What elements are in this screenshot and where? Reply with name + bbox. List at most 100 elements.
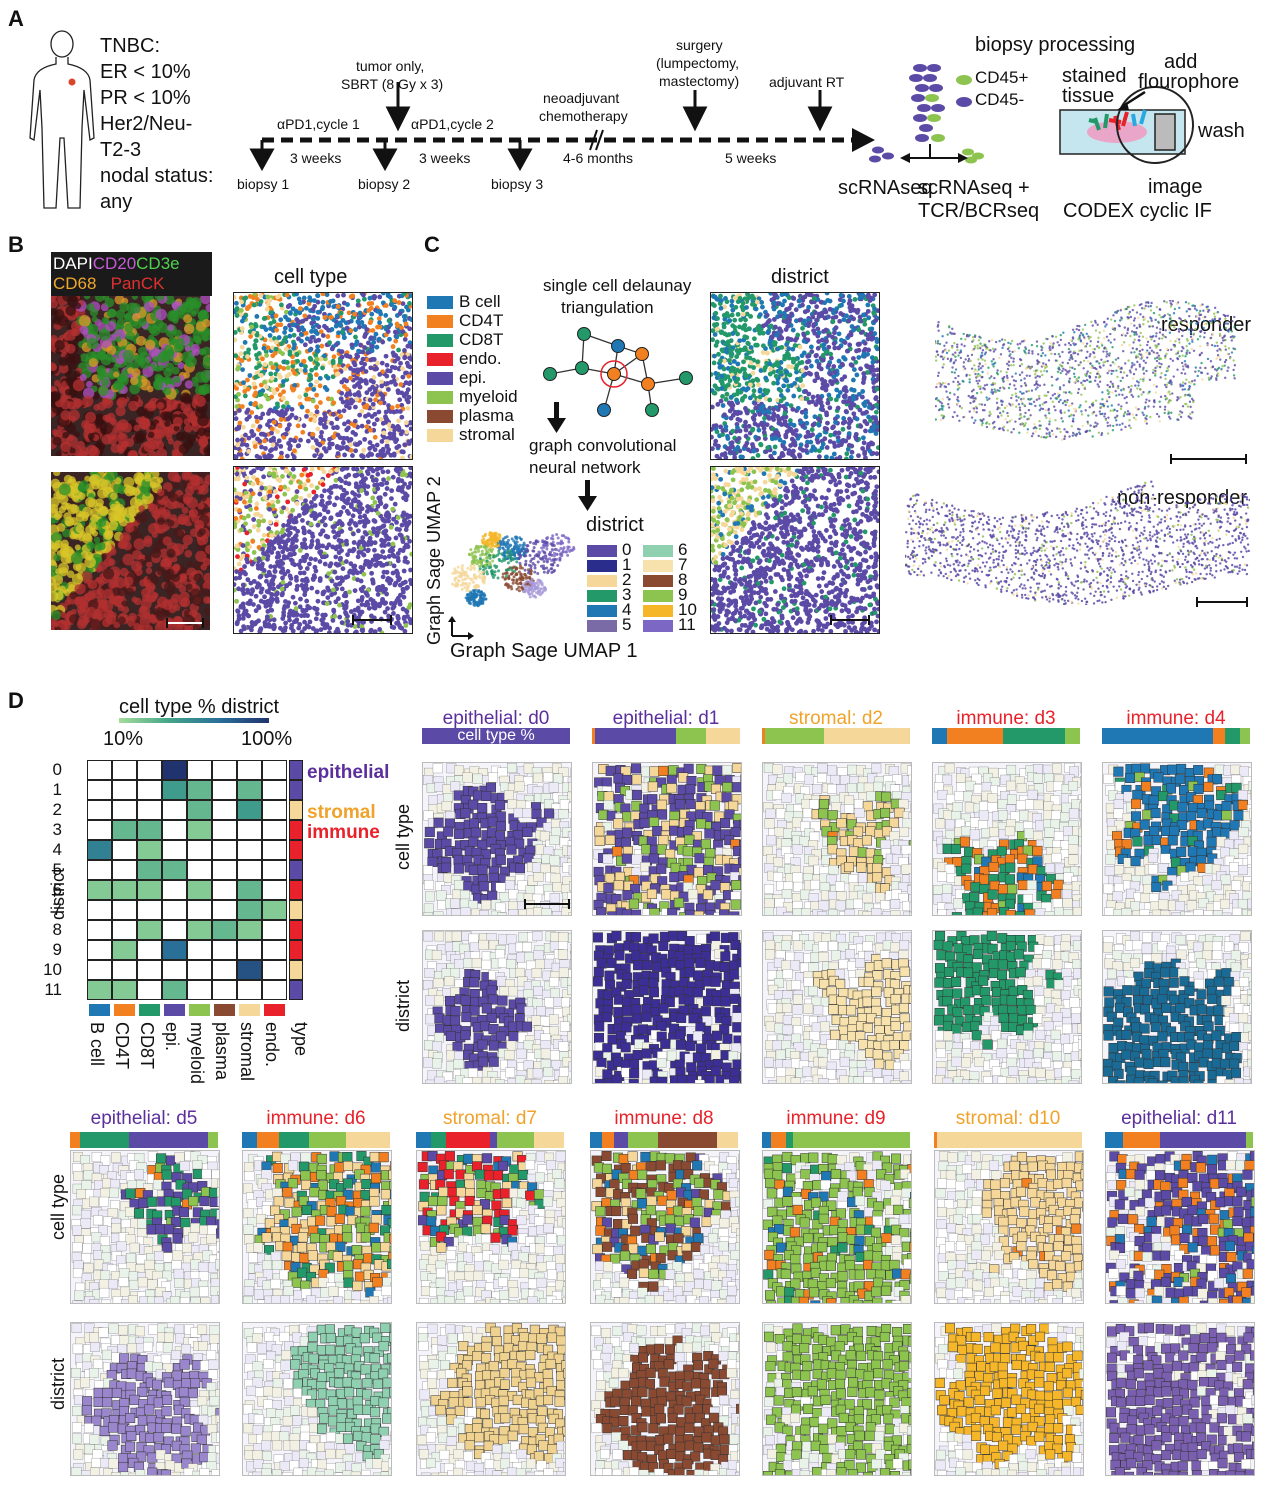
composition-segment [1213,728,1225,744]
heatmap-column-label: stromal [237,1022,257,1082]
heatmap-cell [262,860,287,880]
celltype-scatter-nonresponder [233,466,413,634]
umap-y-label: Graph Sage UMAP 2 [424,476,444,645]
heatmap-column-swatches [87,1004,287,1020]
heatmap-cell [212,760,237,780]
scrnaseq-tcr-line1: scRNAseq + [918,177,1030,199]
heatmap-cell [237,840,262,860]
cell-type-composition-bar [932,728,1080,744]
chemotherapy-label: chemotherapy [539,108,628,124]
scrnaseq-label: scRNAseq [838,177,933,199]
heatmap-cell [162,960,187,980]
heatmap-colorbar [119,718,269,723]
district-map-tile [590,1322,740,1476]
heatmap-cell [212,960,237,980]
composition-segment [762,728,765,744]
legend-myeloid: myeloid [427,387,518,406]
composition-segment [764,728,825,744]
heatmap-cell [137,760,162,780]
district-scatter-nonresponder [710,466,880,634]
composition-segment [594,728,677,744]
heatmap-cell [262,920,287,940]
composition-segment [785,1132,794,1148]
biopsy1-label: biopsy 1 [237,176,290,192]
delaunay-line1: single cell delaunay [543,276,692,295]
heatmap-cell [87,940,112,960]
heatmap-cell [262,780,287,800]
heatmap-cell [187,980,212,1000]
district-type-swatch [289,880,303,900]
panel-label-a: A [8,6,24,31]
composition-segment [936,1132,1082,1148]
heatmap-cell [262,980,287,1000]
heatmap-cell [237,960,262,980]
district-map-tile [934,1322,1084,1476]
heatmap-cell [112,940,137,960]
district-title: district [771,266,829,288]
umap-axes [448,616,474,640]
heatmap-column-label: plasma [212,1022,232,1081]
district-tile-title: epithelial: d11 [1121,1108,1237,1129]
celltype-scatter-responder [233,292,413,460]
heatmap-cell [137,980,162,1000]
district-type-column [289,760,303,1000]
district-tile-title: epithelial: d0 [442,708,550,729]
heatmap-cell [212,860,237,880]
composition-segment [1003,728,1066,744]
district-map-tile [1102,930,1252,1084]
heatmap-cell [87,780,112,800]
district-type-swatch [289,860,303,880]
composition-segment [1245,1132,1253,1148]
heatmap-cell [137,940,162,960]
heatmap-row-label: 4 [52,840,62,859]
heatmap-row-label: 3 [52,820,62,839]
stain-legend: DAPICD20CD3e CD68 PanCK [51,252,212,296]
add-flourophore-label: add flourophore [1138,51,1240,93]
composition-segment [497,1132,535,1148]
composition-segment [416,1132,431,1148]
heatmap-cell [237,820,262,840]
codex-label: CODEX cyclic IF [1063,200,1212,222]
district-legend-item: 9 [643,586,687,603]
district-tile-title: immune: d4 [1126,708,1226,729]
delaunay-graph [543,327,693,417]
if-scale-bar [166,618,204,628]
composition-segment [1102,728,1213,744]
district-map-tile [762,1322,912,1476]
surgery-type-line2: mastectomy) [659,73,740,89]
heatmap-column-labels: B cell CD4T CD8T epi. myeloid plasma stromal en… [87,1022,287,1102]
composition-segment [308,1132,346,1148]
district-tile-title: epithelial: d5 [90,1108,198,1129]
cell-type-map-tile [934,1150,1084,1304]
district-scale-bar [830,615,870,625]
heatmap-column-swatch [214,1004,235,1016]
wash-label: wash [1198,120,1245,142]
district-legend-item: 3 [587,586,631,603]
composition-segment [422,728,570,744]
district-legend-item: 8 [643,571,687,588]
composition-segment [70,1132,81,1148]
heatmap-cell [262,880,287,900]
celltype-title: cell type [274,266,348,288]
surgery-type-line1: (lumpectomy, [656,55,739,71]
composition-segment [445,1132,490,1148]
heatmap-cell [212,800,237,820]
gcn-line2: neural network [529,458,641,477]
cell-type-composition-bar [762,1132,910,1148]
heatmap-cell [262,820,287,840]
district-type-swatch [289,820,303,840]
cell-type-map-tile [592,762,742,916]
heatmap-cell [112,760,137,780]
heatmap-column-label: CD8T [137,1022,157,1070]
if-image-responder [51,296,210,456]
heatmap-cell [112,980,137,1000]
district-legend-item: 2 [587,571,631,588]
district-type-swatch [289,900,303,920]
heatmap-cell [162,800,187,820]
cd45-positive-label: CD45+ [975,68,1029,87]
heatmap-cell [162,980,187,1000]
heatmap-cell [112,920,137,940]
heatmap-column-swatch [139,1004,160,1016]
heatmap-cell [87,960,112,980]
heatmap-column-label: CD4T [112,1022,132,1070]
